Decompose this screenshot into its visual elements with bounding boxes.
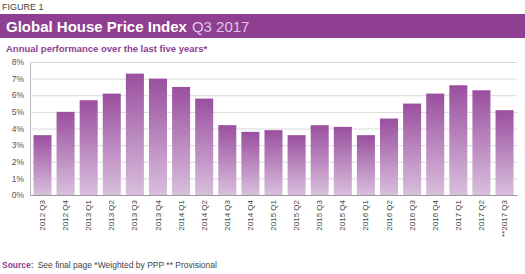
x-tick: 2014 Q2 [200, 199, 209, 230]
x-tick: 2014 Q3 [223, 199, 232, 230]
y-tick-label: 4% [12, 124, 25, 134]
title-main: Global House Price Index [6, 18, 188, 35]
y-axis-line [31, 63, 518, 196]
source: Source: See final page *Weighted by PPP *… [2, 260, 217, 270]
x-tick: 2013 Q3 [130, 199, 139, 230]
x-tick: 2013 Q2 [107, 199, 116, 230]
x-tick: **2017 Q3 [500, 199, 509, 236]
x-tick-label: 2015 Q1 [269, 199, 278, 230]
x-tick-label: 2014 Q1 [177, 199, 186, 230]
bar [80, 100, 98, 195]
x-tick-label: 2013 Q3 [130, 199, 139, 230]
bar [33, 135, 51, 195]
x-tick: 2016 Q2 [385, 199, 394, 230]
grid-line [30, 62, 517, 63]
plot: 0%1%2%3%4%5%6%7%8%2012 Q32012 Q42013 Q12… [12, 57, 518, 237]
x-tick-label: 2015 Q3 [315, 199, 324, 230]
y-axis: 0% 1% 2% 3% 4% 5% 6% 7% 8% [12, 57, 517, 200]
y-tick-label: 3% [12, 140, 25, 150]
grid-line [30, 195, 517, 196]
bar [288, 135, 306, 195]
x-tick-label: 2012 Q3 [38, 199, 47, 230]
x-tick: 2014 Q4 [246, 199, 255, 230]
x-tick: 2017 Q1 [454, 199, 463, 230]
y-tick-label: 0% [12, 190, 25, 200]
x-tick-label: 2014 Q3 [223, 199, 232, 230]
bar [426, 94, 444, 195]
x-tick-label: 2013 Q2 [107, 199, 116, 230]
x-tick: 2015 Q4 [338, 199, 347, 230]
bar [57, 112, 75, 195]
x-tick: 2016 Q1 [361, 199, 370, 230]
x-tick-label: 2014 Q2 [200, 199, 209, 230]
x-tick-label: 2015 Q2 [292, 199, 301, 230]
bar [149, 79, 167, 195]
x-tick: 2014 Q1 [177, 199, 186, 230]
x-tick-label: 2016 Q2 [385, 199, 394, 230]
y-tick-label: 2% [12, 157, 25, 167]
bar [195, 99, 213, 195]
bar [241, 132, 259, 195]
x-tick-label: 2016 Q4 [431, 199, 440, 230]
source-text: See final page *Weighted by PPP ** Provi… [38, 260, 217, 270]
x-tick: 2012 Q4 [61, 199, 70, 230]
x-tick: 2015 Q2 [292, 199, 301, 230]
x-tick-label: 2013 Q4 [154, 199, 163, 230]
y-tick: 8% [12, 57, 517, 67]
x-tick: 2015 Q3 [315, 199, 324, 230]
x-tick-label: 2016 Q1 [361, 199, 370, 230]
bar [472, 90, 490, 195]
subtitle: Annual performance over the last five ye… [6, 43, 207, 54]
bar [380, 119, 398, 195]
x-tick-label: 2016 Q3 [408, 199, 417, 230]
title-period: Q3 2017 [192, 18, 250, 35]
figure-label: FIGURE 1 [2, 2, 44, 12]
x-tick-label: **2017 Q3 [500, 199, 509, 236]
bar [449, 85, 467, 195]
x-tick-label: 2017 Q2 [477, 199, 486, 230]
x-tick: 2013 Q4 [154, 199, 163, 230]
header-banner [0, 14, 525, 38]
x-tick: 2017 Q2 [477, 199, 486, 230]
grid-line [30, 79, 517, 80]
x-tick-label: 2017 Q1 [454, 199, 463, 230]
y-tick: 7% [12, 74, 517, 84]
x-tick: 2016 Q4 [431, 199, 440, 230]
x-tick-label: 2013 Q1 [84, 199, 93, 230]
y-tick-label: 6% [12, 90, 25, 100]
bar [334, 127, 352, 195]
x-tick: 2015 Q1 [269, 199, 278, 230]
x-tick-label: 2012 Q4 [61, 199, 70, 230]
bars [33, 74, 513, 195]
x-tick-label: 2015 Q4 [338, 199, 347, 230]
bar [126, 74, 144, 195]
bar [311, 125, 329, 195]
y-tick-label: 5% [12, 107, 25, 117]
bar [403, 104, 421, 195]
bar [264, 130, 282, 195]
bar [357, 135, 375, 195]
source-label: Source: [2, 260, 34, 270]
y-tick-label: 1% [12, 174, 25, 184]
x-axis: 2012 Q3 2012 Q4 2013 Q1 2013 Q2 2013 Q3 2013 … [31, 196, 518, 237]
bar [103, 94, 121, 195]
title: Global House Price IndexQ3 2017 [6, 18, 249, 35]
y-tick-label: 7% [12, 74, 25, 84]
bar [496, 110, 514, 195]
x-tick-label: 2014 Q4 [246, 199, 255, 230]
x-tick: 2012 Q3 [38, 199, 47, 230]
x-tick: 2013 Q1 [84, 199, 93, 230]
bar [172, 87, 190, 195]
y-tick-label: 8% [12, 57, 25, 67]
chart: FIGURE 1 Global House Price IndexQ3 2017 A… [0, 0, 525, 274]
x-tick: 2016 Q3 [408, 199, 417, 230]
x-axis-line [31, 195, 518, 196]
bar [218, 125, 236, 195]
